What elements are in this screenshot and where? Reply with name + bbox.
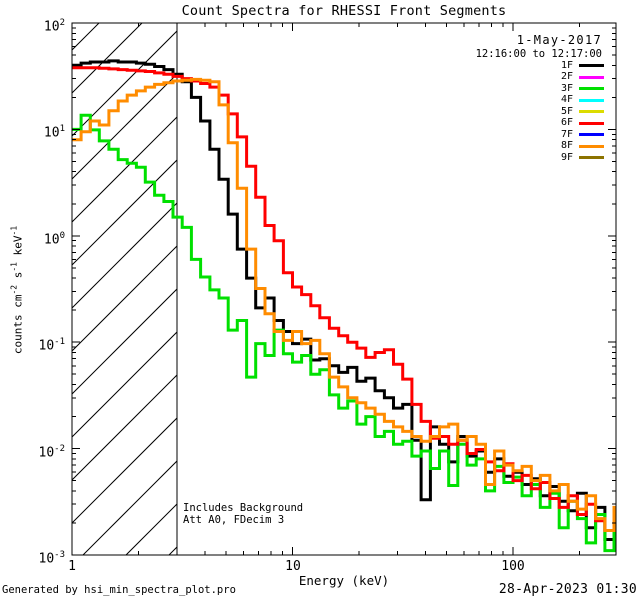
y-axis-title: counts cm-2 s-1 keV-1 <box>9 225 25 355</box>
legend-label: 8F <box>560 140 573 152</box>
y-tick-label: 10-2 <box>38 443 66 460</box>
annotation-line: Att A0, FDecim 3 <box>183 514 285 526</box>
legend-swatch <box>579 133 604 137</box>
legend-entry: 1F <box>561 60 604 72</box>
legend-entry: 9F <box>561 152 604 164</box>
spectrum-curve-6F <box>72 66 616 532</box>
x-tick-label: 1 <box>68 559 76 574</box>
legend-label: 7F <box>560 128 573 140</box>
spectrum-curve-3F <box>72 113 616 553</box>
legend-label: 1F <box>560 59 573 71</box>
legend-entry: 8F <box>561 141 604 153</box>
hatched-region <box>72 23 178 555</box>
footer-timestamp: 28-Apr-2023 01:30 <box>498 582 637 597</box>
legend-entry: 5F <box>561 106 604 118</box>
legend-entry: 6F <box>561 118 604 130</box>
legend-label: 4F <box>560 94 573 106</box>
y-tick-label: 101 <box>43 124 65 141</box>
legend-swatch <box>579 87 604 91</box>
legend-swatch <box>579 156 604 160</box>
footer-generator-text: Generated by hsi_min_spectra_plot.pro <box>2 584 236 596</box>
legend-swatch <box>579 144 604 148</box>
x-tick-label: 10 <box>285 559 301 574</box>
legend-entry: 7F <box>561 129 604 141</box>
legend-label: 2F <box>560 71 573 83</box>
legend-label: 3F <box>560 82 573 94</box>
legend-swatch <box>579 64 604 68</box>
y-tick-label: 100 <box>43 230 65 248</box>
y-tick-label: 10-3 <box>38 550 66 567</box>
x-axis-title: Energy (keV) <box>298 573 390 588</box>
chart-title: Count Spectra for RHESSI Front Segments <box>181 3 507 19</box>
y-tick-label: 102 <box>43 18 65 35</box>
observation-time-range: 12:16:00 to 12:17:00 <box>475 48 602 60</box>
legend-label: 6F <box>560 117 573 129</box>
legend-label: 5F <box>560 105 573 117</box>
legend: 1F 2F 3F 4F 5F 6F 7F 8F 9F <box>561 60 604 164</box>
y-tick-label: 10-1 <box>38 337 66 354</box>
annotation-line: Includes Background <box>183 502 304 514</box>
legend-swatch <box>579 121 604 125</box>
legend-swatch <box>579 98 604 102</box>
legend-swatch <box>579 75 604 79</box>
spectrum-curve-8F <box>72 77 616 532</box>
x-tick-label: 100 <box>501 559 525 574</box>
legend-swatch <box>579 110 604 114</box>
spectra-curves <box>72 59 616 553</box>
spectrum-curve-1F <box>72 59 616 541</box>
observation-date: 1-May-2017 <box>516 33 602 47</box>
legend-entry: 4F <box>561 95 604 107</box>
plot-annotations: Includes Background Att A0, FDecim 3 <box>183 502 303 526</box>
legend-entry: 3F <box>561 83 604 95</box>
legend-label: 9F <box>560 151 573 163</box>
legend-entry: 2F <box>561 72 604 84</box>
axes <box>71 22 617 556</box>
